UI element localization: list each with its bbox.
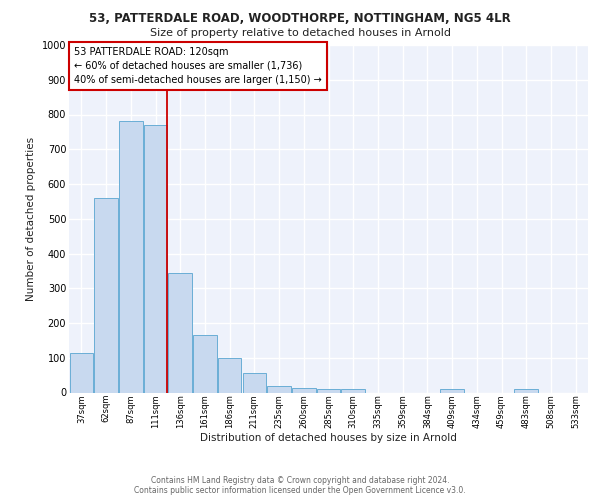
Text: 53, PATTERDALE ROAD, WOODTHORPE, NOTTINGHAM, NG5 4LR: 53, PATTERDALE ROAD, WOODTHORPE, NOTTING… [89,12,511,26]
Bar [341,389,365,392]
Text: Contains HM Land Registry data © Crown copyright and database right 2024.: Contains HM Land Registry data © Crown c… [151,476,449,485]
Bar [94,198,118,392]
Bar [144,125,167,392]
Bar [193,335,217,392]
Bar [292,388,316,392]
Bar [169,272,192,392]
Bar [514,389,538,392]
X-axis label: Distribution of detached houses by size in Arnold: Distribution of detached houses by size … [200,434,457,444]
Text: Size of property relative to detached houses in Arnold: Size of property relative to detached ho… [149,28,451,38]
Bar [70,352,93,393]
Text: 53 PATTERDALE ROAD: 120sqm
← 60% of detached houses are smaller (1,736)
40% of s: 53 PATTERDALE ROAD: 120sqm ← 60% of deta… [74,46,322,84]
Bar [317,389,340,392]
Bar [268,386,291,392]
Bar [440,389,464,392]
Text: Contains public sector information licensed under the Open Government Licence v3: Contains public sector information licen… [134,486,466,495]
Bar [218,358,241,392]
Bar [242,372,266,392]
Y-axis label: Number of detached properties: Number of detached properties [26,136,36,301]
Bar [119,122,143,392]
